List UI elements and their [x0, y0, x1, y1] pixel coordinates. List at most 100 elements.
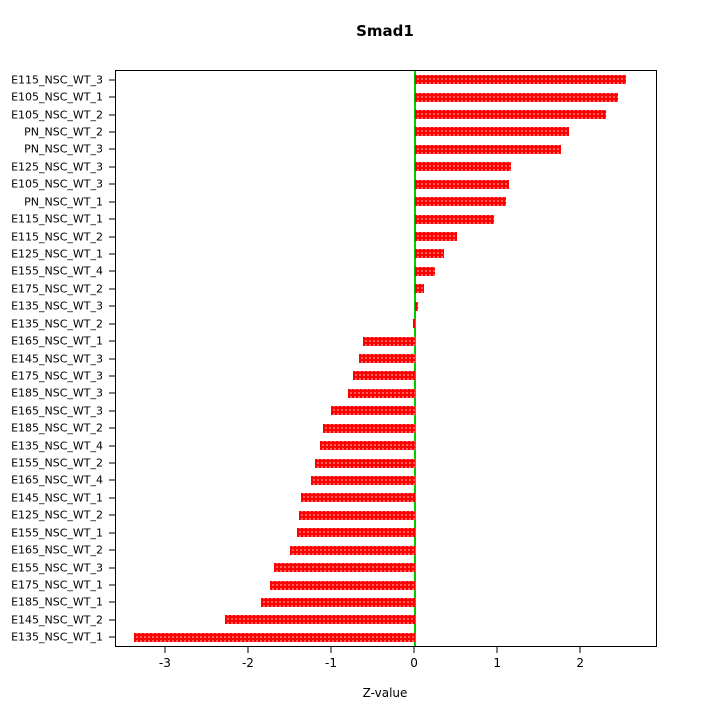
bar-E135_NSC_WT_3: [415, 301, 418, 311]
y-tick: [109, 567, 116, 569]
y-axis-label-PN_NSC_WT_3: PN_NSC_WT_3: [24, 142, 103, 156]
y-axis-label-E115_NSC_WT_1: E115_NSC_WT_1: [11, 212, 103, 226]
bar-E185_NSC_WT_2: [322, 423, 416, 433]
y-tick: [109, 549, 116, 551]
x-tick: [330, 646, 332, 653]
x-axis-tick-label: 0: [410, 656, 418, 670]
bar-E135_NSC_WT_2: [412, 319, 416, 329]
y-axis-label-E155_NSC_WT_2: E155_NSC_WT_2: [11, 456, 103, 470]
y-tick: [109, 114, 116, 116]
x-tick: [164, 646, 166, 653]
y-tick: [109, 427, 116, 429]
y-axis-label-E175_NSC_WT_3: E175_NSC_WT_3: [11, 369, 103, 383]
y-axis-label-E185_NSC_WT_3: E185_NSC_WT_3: [11, 386, 103, 400]
y-tick: [109, 462, 116, 464]
y-axis-label-E175_NSC_WT_1: E175_NSC_WT_1: [11, 578, 103, 592]
y-axis-label-E155_NSC_WT_3: E155_NSC_WT_3: [11, 561, 103, 575]
y-axis-label-E135_NSC_WT_3: E135_NSC_WT_3: [11, 299, 103, 313]
x-tick: [413, 646, 415, 653]
y-axis-label-E175_NSC_WT_2: E175_NSC_WT_2: [11, 282, 103, 296]
bar-E175_NSC_WT_2: [415, 284, 425, 294]
bar-E145_NSC_WT_3: [358, 354, 416, 363]
bar-E135_NSC_WT_4: [319, 441, 416, 451]
x-axis-tick-label: -2: [241, 656, 254, 670]
bar-E125_NSC_WT_2: [298, 510, 416, 520]
y-tick: [109, 375, 116, 377]
y-tick: [109, 323, 116, 325]
y-axis-label-E145_NSC_WT_1: E145_NSC_WT_1: [11, 491, 103, 505]
y-tick: [109, 201, 116, 203]
y-tick: [109, 497, 116, 499]
bar-E185_NSC_WT_3: [347, 388, 416, 398]
bar-E105_NSC_WT_3: [415, 179, 509, 189]
y-axis-label-E125_NSC_WT_1: E125_NSC_WT_1: [11, 247, 103, 261]
y-axis-label-E125_NSC_WT_3: E125_NSC_WT_3: [11, 160, 103, 174]
bar-E145_NSC_WT_1: [301, 493, 416, 503]
plot-area: [115, 70, 657, 647]
bar-E165_NSC_WT_3: [331, 406, 416, 416]
y-axis-label-E165_NSC_WT_1: E165_NSC_WT_1: [11, 334, 103, 348]
y-tick: [109, 96, 116, 98]
x-axis-tick-label: -1: [325, 656, 337, 670]
y-axis-label-E165_NSC_WT_2: E165_NSC_WT_2: [11, 543, 103, 557]
y-axis-label-PN_NSC_WT_2: PN_NSC_WT_2: [24, 125, 103, 139]
y-tick: [109, 619, 116, 621]
bar-E155_NSC_WT_4: [415, 266, 435, 276]
y-tick: [109, 183, 116, 185]
bar-E105_NSC_WT_1: [415, 92, 618, 102]
x-axis-tick-label: 1: [493, 656, 501, 670]
y-tick: [109, 392, 116, 394]
y-tick: [109, 358, 116, 359]
y-tick: [109, 218, 116, 220]
y-axis-label-E185_NSC_WT_1: E185_NSC_WT_1: [11, 595, 103, 609]
y-axis-label-E155_NSC_WT_4: E155_NSC_WT_4: [11, 264, 103, 278]
bar-E125_NSC_WT_3: [415, 162, 511, 172]
y-axis-label-E115_NSC_WT_2: E115_NSC_WT_2: [11, 230, 103, 244]
chart-title: Smad1: [356, 22, 414, 40]
y-tick: [109, 410, 116, 412]
y-axis-label-PN_NSC_WT_1: PN_NSC_WT_1: [24, 195, 103, 209]
y-tick: [109, 236, 116, 238]
y-axis-label-E135_NSC_WT_2: E135_NSC_WT_2: [11, 317, 103, 331]
y-tick: [109, 148, 116, 150]
y-axis-label-E145_NSC_WT_3: E145_NSC_WT_3: [11, 352, 103, 365]
bar-E115_NSC_WT_3: [415, 75, 627, 85]
y-axis-label-E165_NSC_WT_3: E165_NSC_WT_3: [11, 404, 103, 418]
zero-reference-line: [414, 71, 417, 646]
y-axis-label-E125_NSC_WT_2: E125_NSC_WT_2: [11, 508, 103, 522]
y-axis-label-E185_NSC_WT_2: E185_NSC_WT_2: [11, 421, 103, 435]
y-tick: [109, 131, 116, 133]
bar-E185_NSC_WT_1: [261, 597, 416, 607]
bar-E165_NSC_WT_2: [289, 545, 416, 555]
x-axis-tick-label: -3: [158, 656, 171, 670]
y-tick: [109, 601, 116, 603]
bar-E105_NSC_WT_2: [415, 110, 607, 120]
y-tick: [109, 270, 116, 272]
y-axis-label-E165_NSC_WT_4: E165_NSC_WT_4: [11, 473, 103, 487]
y-axis-label-E105_NSC_WT_2: E105_NSC_WT_2: [11, 108, 103, 122]
y-tick: [109, 79, 116, 81]
y-axis-label-E145_NSC_WT_2: E145_NSC_WT_2: [11, 613, 103, 627]
bar-E175_NSC_WT_1: [269, 580, 416, 590]
y-axis: E115_NSC_WT_3 E105_NSC_WT_1 E105_NSC_WT_2 P…: [0, 70, 116, 647]
bar-E145_NSC_WT_2: [224, 615, 416, 625]
y-tick: [109, 340, 116, 342]
bar-E115_NSC_WT_2: [415, 232, 458, 242]
x-axis-title: Z-value: [362, 686, 408, 700]
x-axis-tick-label: 2: [576, 656, 585, 670]
x-tick: [579, 646, 581, 653]
bar-E155_NSC_WT_3: [273, 563, 416, 573]
y-tick: [109, 166, 116, 168]
bar-E175_NSC_WT_3: [352, 371, 416, 381]
bar-E165_NSC_WT_4: [311, 475, 416, 485]
y-tick: [109, 532, 116, 534]
bar-E165_NSC_WT_1: [362, 336, 416, 346]
bar-E155_NSC_WT_1: [297, 528, 416, 538]
y-axis-label-E105_NSC_WT_3: E105_NSC_WT_3: [11, 177, 103, 191]
y-tick: [109, 253, 116, 255]
y-axis-label-E115_NSC_WT_3: E115_NSC_WT_3: [11, 73, 103, 87]
bar-E115_NSC_WT_1: [415, 214, 494, 224]
x-tick: [247, 646, 249, 653]
bar-E125_NSC_WT_1: [415, 249, 445, 259]
